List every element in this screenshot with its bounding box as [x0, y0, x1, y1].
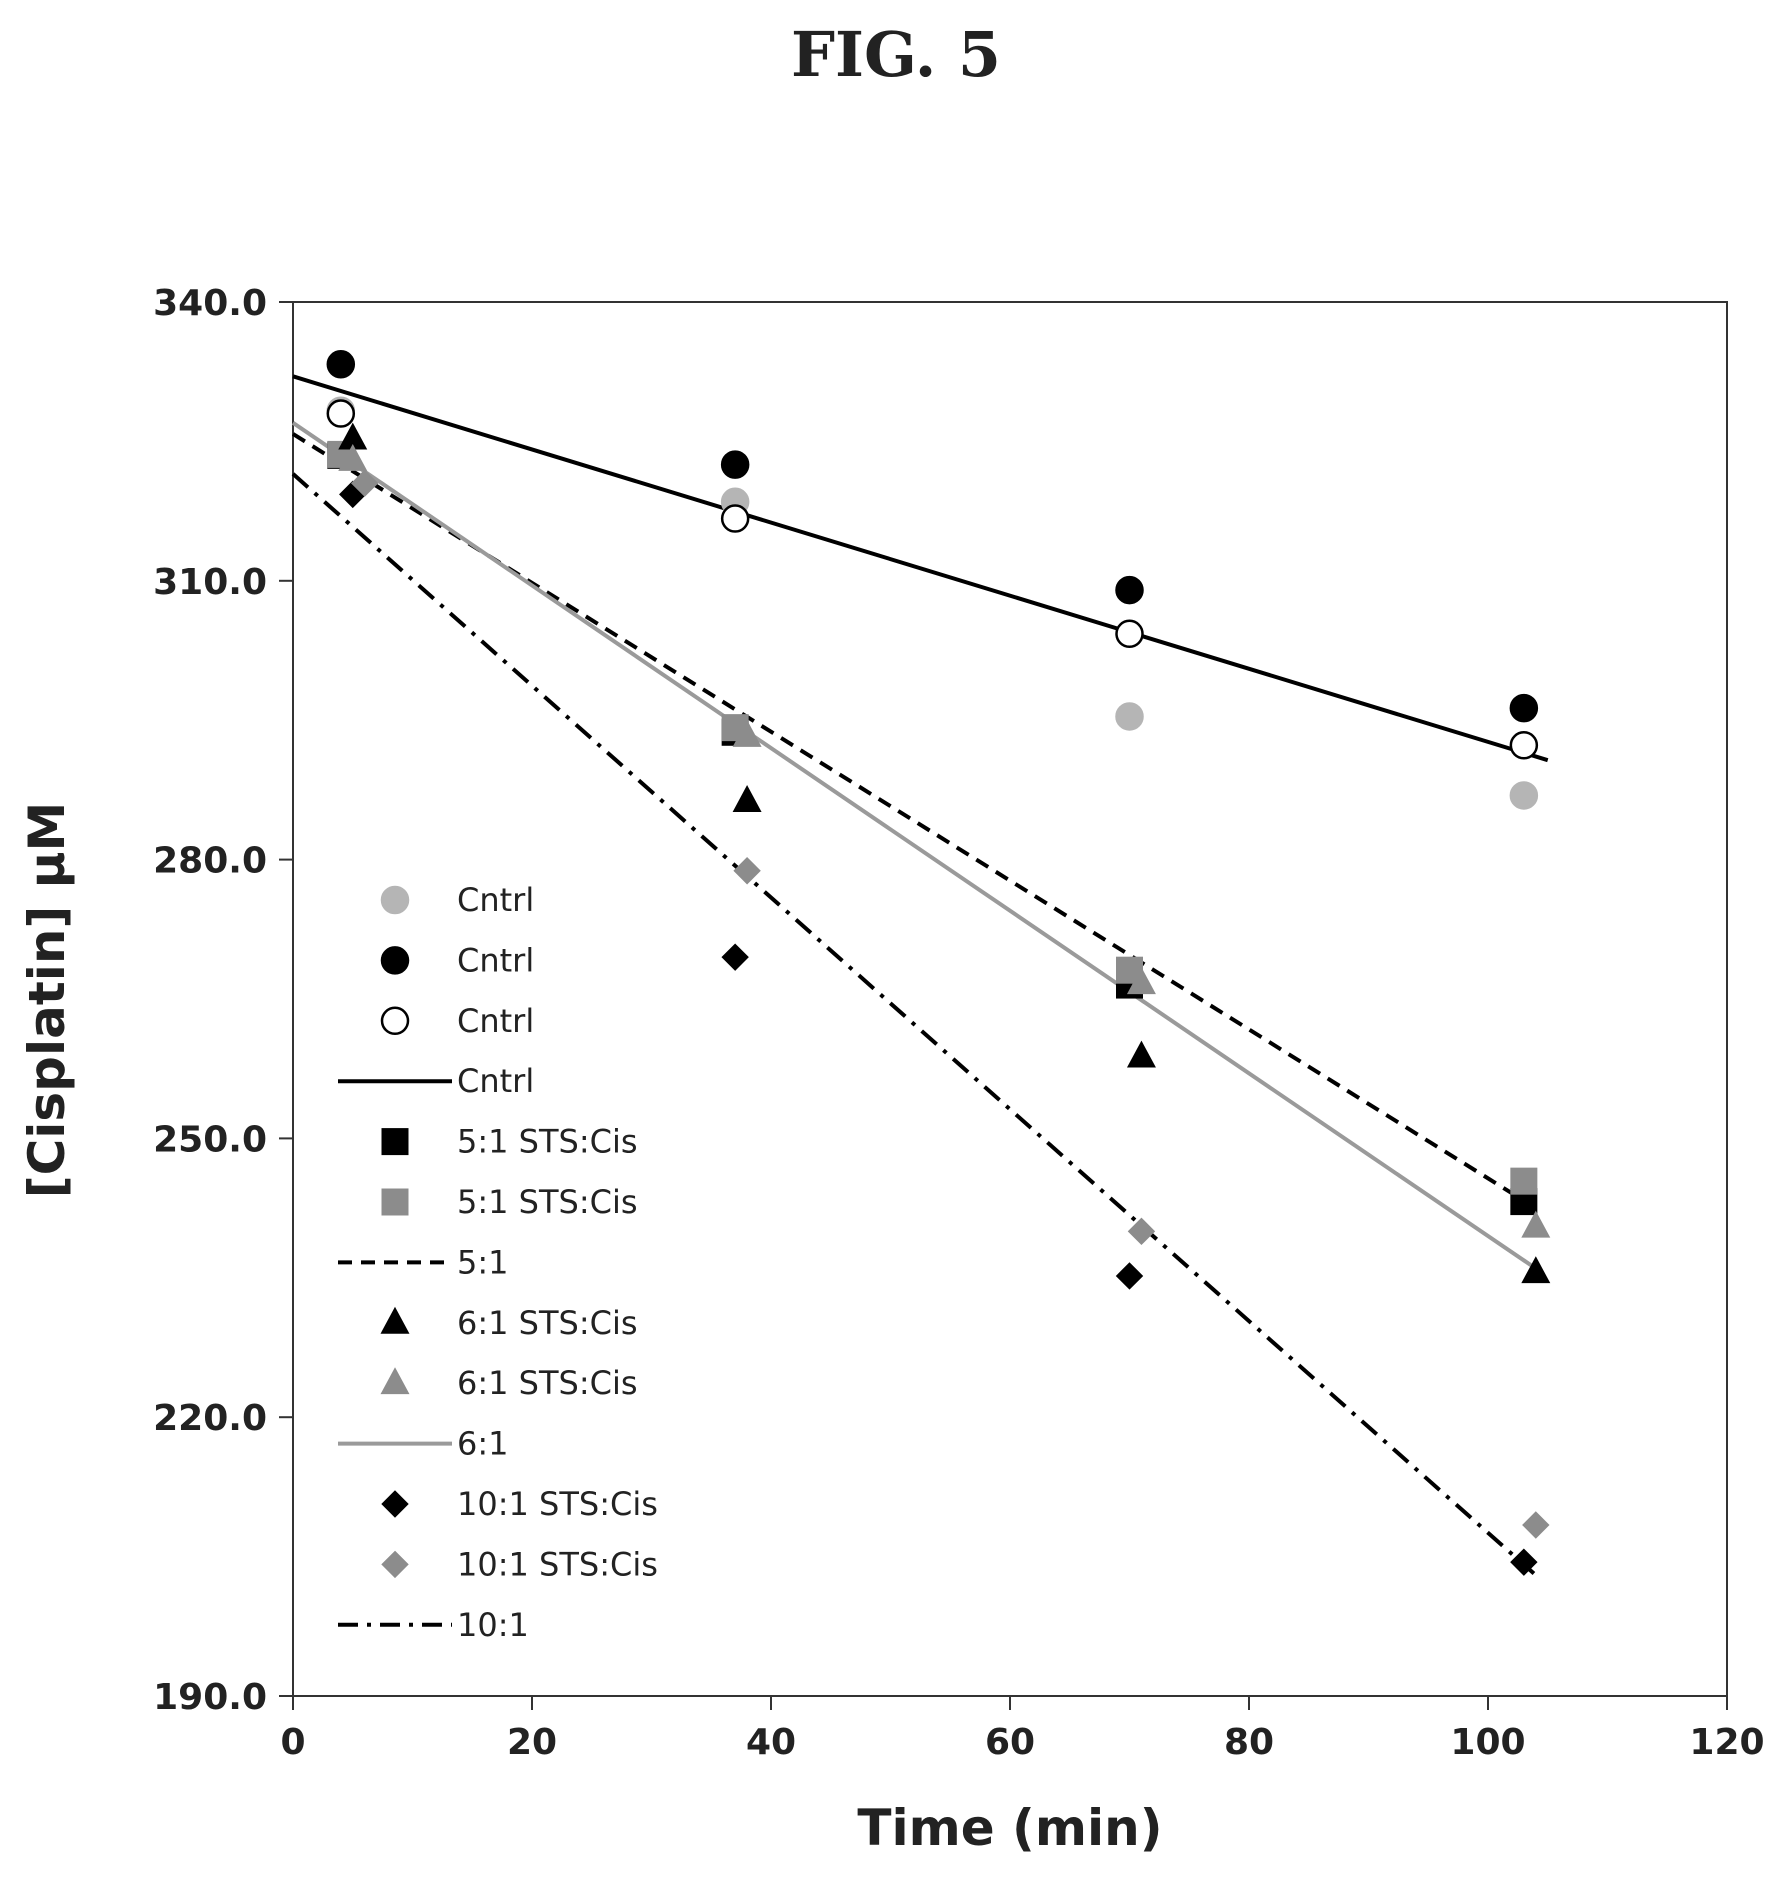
data-point	[1127, 1217, 1156, 1246]
y-tick-label: 340.0	[153, 283, 267, 324]
data-point	[1510, 1548, 1538, 1576]
legend-label: 10:1 STS:Cis	[457, 1545, 658, 1583]
legend-label: Cntrl	[457, 941, 534, 979]
data-point	[326, 350, 356, 379]
data-point	[1126, 967, 1156, 995]
legend-marker	[381, 1550, 409, 1579]
y-tick-label: 190.0	[153, 1677, 267, 1718]
x-tick-label: 100	[1450, 1722, 1525, 1763]
data-point	[1509, 731, 1539, 760]
figure-title: FIG. 5	[790, 18, 1002, 91]
data-point	[1509, 781, 1539, 810]
legend-marker	[381, 1188, 409, 1216]
legend-label: 5:1	[457, 1243, 509, 1281]
data-point	[1126, 1040, 1156, 1068]
data-point	[732, 785, 762, 812]
legend-label: 5:1 STS:Cis	[457, 1183, 638, 1221]
data-point	[1115, 702, 1144, 731]
trend-line	[292, 374, 1549, 763]
data-point	[1521, 1256, 1551, 1284]
legend-label: Cntrl	[457, 1002, 534, 1040]
data-point	[1115, 1262, 1144, 1290]
y-tick-label: 220.0	[153, 1398, 267, 1439]
trend-line	[291, 421, 1537, 1271]
legend: Cntrl Cntrl Cntrl Cntrl 5:1 STS:Cis 5:1 STS:C…	[338, 881, 658, 1644]
x-tick-label: 40	[746, 1722, 796, 1763]
data-point	[338, 443, 368, 471]
legend-marker	[380, 885, 410, 915]
legend-marker	[381, 1128, 409, 1156]
data-point	[1510, 1167, 1538, 1195]
data-point	[733, 857, 761, 885]
legend-marker	[380, 1367, 410, 1395]
data-point	[1521, 1210, 1551, 1238]
data-markers	[326, 350, 1551, 1576]
legend-label: 6:1 STS:Cis	[457, 1304, 638, 1342]
legend-label: Cntrl	[457, 881, 534, 919]
data-point	[1522, 1511, 1550, 1539]
x-tick-label: 60	[985, 1722, 1035, 1763]
data-point	[732, 719, 762, 747]
x-tick-label: 0	[280, 1722, 305, 1763]
legend-label: 6:1 STS:Cis	[457, 1364, 638, 1402]
legend-marker	[380, 946, 410, 975]
legend-marker	[381, 1490, 409, 1518]
x-tick-label: 120	[1689, 1722, 1764, 1763]
y-axis-title: [Cisplatin] μM	[18, 802, 76, 1199]
data-point	[720, 450, 750, 479]
legend-label: Cntrl	[457, 1062, 534, 1100]
y-tick-label: 280.0	[153, 841, 267, 882]
legend-label: 5:1 STS:Cis	[457, 1123, 638, 1161]
legend-marker	[380, 1306, 410, 1334]
trend-lines	[291, 374, 1549, 1577]
trend-line	[291, 432, 1537, 1210]
data-point	[720, 504, 750, 533]
legend-label: 10:1	[457, 1606, 529, 1644]
x-tick-label: 80	[1224, 1722, 1274, 1763]
legend-marker	[380, 1006, 410, 1036]
data-point	[721, 943, 749, 971]
legend-label: 10:1 STS:Cis	[457, 1485, 658, 1523]
data-point	[1115, 619, 1144, 649]
x-tick-label: 20	[507, 1722, 557, 1763]
axes: 0 20 40 60 80 100 120 190.0 220.0 250.0 280.0 310.0…	[153, 283, 1764, 1763]
data-point	[1115, 575, 1144, 605]
data-point	[1509, 693, 1539, 723]
trend-line	[291, 472, 1538, 1577]
data-point	[350, 469, 379, 497]
x-axis-title: Time (min)	[857, 1799, 1162, 1857]
y-tick-label: 310.0	[153, 562, 267, 603]
y-tick-label: 250.0	[153, 1119, 267, 1160]
data-point	[326, 399, 356, 428]
legend-label: 6:1	[457, 1425, 509, 1463]
